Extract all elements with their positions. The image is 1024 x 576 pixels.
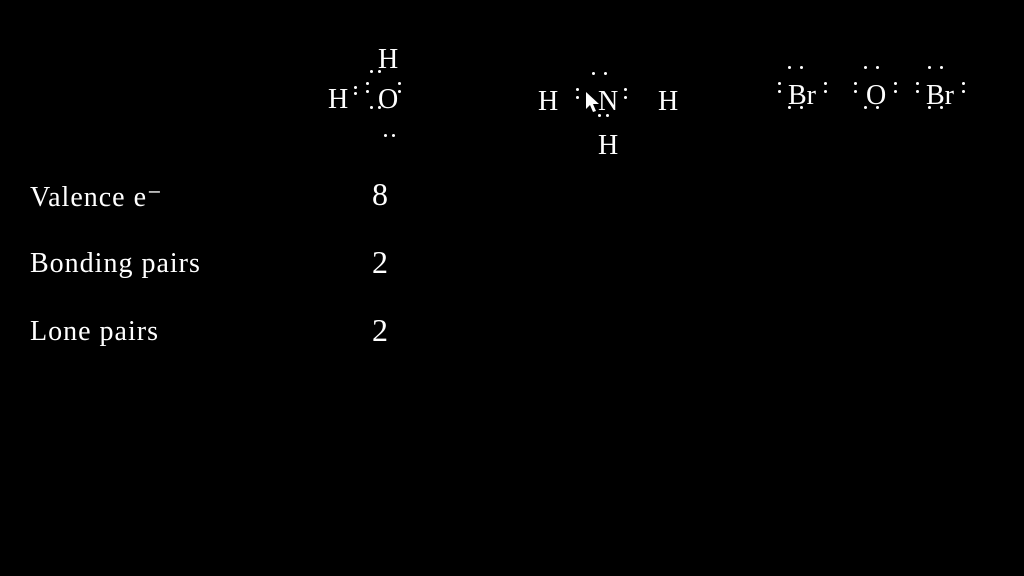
electron-dot bbox=[824, 82, 827, 85]
lewis-br2o: Br O Br bbox=[770, 60, 1000, 140]
atom-h-right: H bbox=[658, 86, 678, 118]
electron-dot bbox=[378, 70, 381, 73]
electron-dot bbox=[962, 82, 965, 85]
lewis-nh3: N H H H bbox=[520, 60, 700, 170]
electron-dot bbox=[854, 82, 857, 85]
electron-dot bbox=[366, 82, 369, 85]
electron-dot bbox=[962, 90, 965, 93]
electron-dot bbox=[576, 96, 579, 99]
electron-dot bbox=[370, 70, 373, 73]
electron-dot bbox=[854, 90, 857, 93]
atom-h-left: H bbox=[538, 86, 558, 118]
electron-dot bbox=[940, 66, 943, 69]
lewis-h2o: O H H bbox=[310, 40, 470, 150]
row-label-bonding: Bonding pairs bbox=[30, 248, 201, 280]
electron-dot bbox=[864, 106, 867, 109]
atom-h-bot: H bbox=[598, 130, 618, 162]
row-label-valence: Valence e⁻ bbox=[30, 180, 163, 214]
electron-dot bbox=[788, 106, 791, 109]
electron-dot bbox=[370, 106, 373, 109]
electron-dot bbox=[824, 90, 827, 93]
electron-dot bbox=[864, 66, 867, 69]
value-bonding-col1: 2 bbox=[350, 244, 410, 281]
atom-h-top: H bbox=[378, 44, 398, 76]
electron-dot bbox=[778, 82, 781, 85]
electron-dot bbox=[624, 96, 627, 99]
electron-dot bbox=[378, 106, 381, 109]
electron-dot bbox=[604, 72, 607, 75]
atom-h-left: H bbox=[328, 84, 348, 116]
electron-dot bbox=[894, 90, 897, 93]
electron-dot bbox=[876, 106, 879, 109]
value-lone-col1: 2 bbox=[350, 312, 410, 349]
atom-o: O bbox=[378, 84, 398, 116]
electron-dot bbox=[800, 106, 803, 109]
value-valence-col1: 8 bbox=[350, 176, 410, 213]
electron-dot bbox=[384, 134, 387, 137]
electron-dot bbox=[398, 90, 401, 93]
electron-dot bbox=[876, 66, 879, 69]
electron-dot bbox=[916, 82, 919, 85]
electron-dot bbox=[366, 90, 369, 93]
electron-dot bbox=[392, 134, 395, 137]
electron-dot bbox=[354, 86, 357, 89]
electron-dot bbox=[592, 72, 595, 75]
electron-dot bbox=[778, 90, 781, 93]
electron-dot bbox=[928, 66, 931, 69]
electron-dot bbox=[788, 66, 791, 69]
electron-dot bbox=[624, 88, 627, 91]
row-label-lone: Lone pairs bbox=[30, 316, 159, 348]
electron-dot bbox=[800, 66, 803, 69]
electron-dot bbox=[940, 106, 943, 109]
electron-dot bbox=[928, 106, 931, 109]
electron-dot bbox=[606, 114, 609, 117]
electron-dot bbox=[354, 92, 357, 95]
electron-dot bbox=[576, 88, 579, 91]
electron-dot bbox=[916, 90, 919, 93]
electron-dot bbox=[398, 82, 401, 85]
electron-dot bbox=[894, 82, 897, 85]
